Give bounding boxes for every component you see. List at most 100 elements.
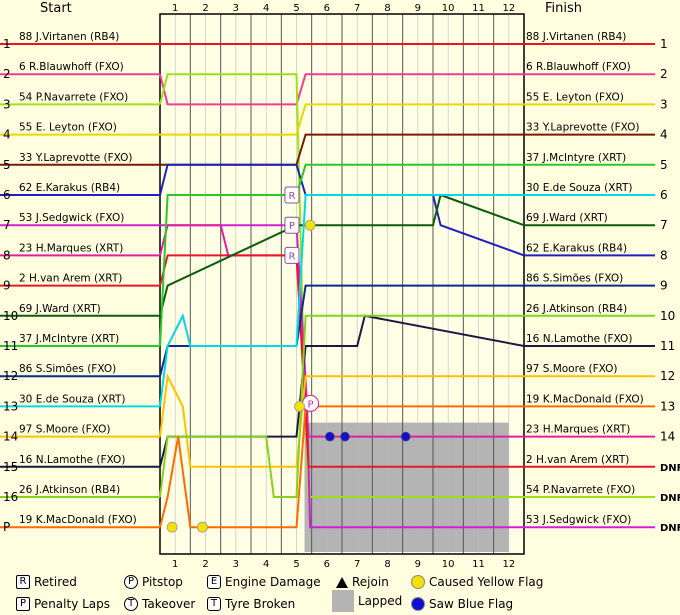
start-driver-label: 19 K.MacDonald (FXO) <box>19 514 137 526</box>
start-position-label: 4 <box>3 128 11 142</box>
lap-tick-label-top: 8 <box>384 3 390 14</box>
lapped-icon <box>332 590 354 612</box>
lap-tick-label-bottom: 1 <box>172 559 178 570</box>
start-position-label: 13 <box>3 399 18 413</box>
series-line <box>159 314 524 498</box>
start-position-label: 6 <box>3 188 11 202</box>
start-position-label: 10 <box>3 309 18 323</box>
lap-tick-label-top: 1 <box>172 3 178 14</box>
pitstop-marker-label: P <box>308 399 314 410</box>
start-position-label: 14 <box>3 430 18 444</box>
finish-driver-label: 53 J.Sedgwick (FXO) <box>526 514 631 526</box>
finish-position-label: 9 <box>660 279 668 293</box>
legend-retired-label: Retired <box>34 575 77 589</box>
rejoin-icon <box>336 576 348 588</box>
legend-penalty-label: Penalty Laps <box>34 597 111 611</box>
series-line <box>160 103 524 136</box>
finish-driver-label: 30 E.de Souza (XRT) <box>526 182 633 194</box>
lap-tick-label-top: 11 <box>472 3 485 14</box>
finish-driver-label: 6 R.Blauwhoff (FXO) <box>526 61 631 73</box>
yellow-flag-marker <box>294 400 305 412</box>
pitstop-icon: P <box>124 575 138 589</box>
start-driver-label: 23 H.Marques (XRT) <box>19 242 123 254</box>
yellow-flag-marker <box>166 521 178 533</box>
lap-tick-label-bottom: 2 <box>202 559 208 570</box>
lap-tick-label-bottom: 7 <box>354 559 360 570</box>
finish-driver-label: 19 K.MacDonald (FXO) <box>526 393 644 405</box>
start-driver-label: 26 J.Atkinson (RB4) <box>19 484 120 496</box>
lap-tick-label-top: 2 <box>202 3 208 14</box>
start-driver-label: 62 E.Karakus (RB4) <box>19 182 120 194</box>
lap-tick-label-top: 7 <box>354 3 360 14</box>
yellow-flag-icon <box>411 575 425 589</box>
finish-driver-label: 37 J.McIntyre (XRT) <box>526 152 626 164</box>
start-driver-label: 37 J.McIntyre (XRT) <box>19 333 119 345</box>
engine-damage-icon: E <box>207 575 221 589</box>
lap-tick-label-bottom: 3 <box>233 559 239 570</box>
retired-marker <box>284 246 300 264</box>
series-line <box>159 194 524 407</box>
finish-position-label: 5 <box>660 158 668 172</box>
finish-header: Finish <box>545 1 583 16</box>
start-driver-label: 2 H.van Arem (XRT) <box>19 273 122 285</box>
finish-position-label: DNF <box>660 523 680 534</box>
retired-marker-label: R <box>288 251 295 262</box>
takeover-icon: T <box>124 597 138 611</box>
legend-lapped-label: Lapped <box>358 594 403 608</box>
legend-pitstop: P Pitstop <box>124 575 183 589</box>
finish-driver-label: 97 S.Moore (FXO) <box>526 363 618 375</box>
start-driver-label: 86 S.Simões (FXO) <box>19 363 116 375</box>
start-driver-label: 16 N.Lamothe (FXO) <box>19 454 125 466</box>
finish-driver-label: 54 P.Navarrete (FXO) <box>526 484 635 496</box>
lap-tick-label-top: 3 <box>233 3 239 14</box>
yellow-flag-marker <box>197 521 208 533</box>
start-position-label: P <box>3 520 10 534</box>
finish-position-label: DNF <box>660 463 680 474</box>
finish-driver-label: 62 E.Karakus (RB4) <box>526 242 627 254</box>
finish-position-label: 10 <box>660 309 675 323</box>
finish-driver-label: 2 H.van Arem (XRT) <box>526 454 629 466</box>
lap-tick-label-bottom: 9 <box>415 559 421 570</box>
yellow-flag-marker <box>304 219 316 231</box>
lapped-region <box>304 422 509 552</box>
lap-tick-label-bottom: 6 <box>324 559 330 570</box>
penalty-marker-label: P <box>289 221 295 232</box>
finish-position-label: 3 <box>660 97 668 111</box>
legend-takeover: T Takeover <box>124 597 195 611</box>
finish-position-label: 6 <box>660 188 668 202</box>
lap-tick-label-top: 4 <box>263 3 269 14</box>
legend-yellow-label: Caused Yellow Flag <box>429 575 544 589</box>
blue-flag-marker <box>340 431 350 442</box>
lap-tick-label-top: 6 <box>324 3 330 14</box>
legend-engine: E Engine Damage <box>207 575 321 589</box>
lap-tick-label-top: 10 <box>442 3 455 14</box>
lap-tick-label-bottom: 11 <box>472 559 485 570</box>
finish-position-label: 13 <box>660 399 675 413</box>
start-driver-label: 55 E. Leyton (FXO) <box>19 122 117 134</box>
start-position-label: 1 <box>3 37 11 51</box>
finish-position-label: 4 <box>660 128 668 142</box>
finish-position-label: 1 <box>660 37 668 51</box>
start-driver-label: 54 P.Navarrete (FXO) <box>19 91 128 103</box>
blue-flag-marker <box>324 431 335 442</box>
blue-flag-marker <box>400 431 411 442</box>
start-position-label: 7 <box>3 218 11 232</box>
tyre-broken-icon: T <box>207 597 221 611</box>
legend-tyre: T Tyre Broken <box>207 597 295 611</box>
finish-driver-label: 16 N.Lamothe (FXO) <box>526 333 632 345</box>
finish-driver-label: 33 Y.Laprevotte (FXO) <box>526 122 640 134</box>
start-driver-label: 53 J.Sedgwick (FXO) <box>19 212 124 224</box>
finish-position-label: 8 <box>660 248 668 262</box>
legend-yellow: Caused Yellow Flag <box>411 575 543 589</box>
retired-marker-label: R <box>288 191 295 202</box>
start-driver-label: 97 S.Moore (FXO) <box>19 424 111 436</box>
legend-retired: R Retired <box>16 575 77 589</box>
finish-driver-label: 23 H.Marques (XRT) <box>526 424 630 436</box>
lap-tick-label-bottom: 8 <box>384 559 390 570</box>
finish-position-label: 14 <box>660 430 675 444</box>
start-position-label: 2 <box>3 67 11 81</box>
legend-penalty: P Penalty Laps <box>16 597 110 611</box>
legend-blue: Saw Blue Flag <box>411 597 513 611</box>
penalty-marker <box>284 216 300 234</box>
